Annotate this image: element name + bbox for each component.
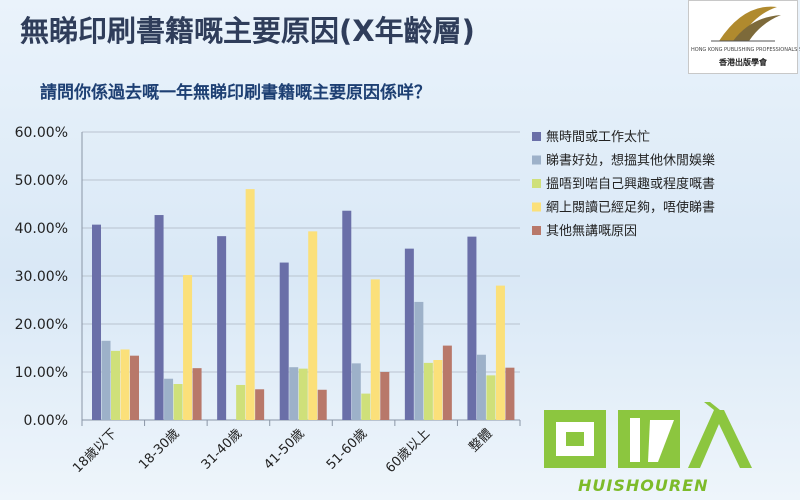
legend-swatch xyxy=(532,179,541,188)
legend-swatch xyxy=(532,226,541,235)
y-tick-label: 60.00% xyxy=(15,125,68,141)
x-tick-label: 41-50歲 xyxy=(261,426,308,473)
bar xyxy=(423,362,433,420)
legend: 無時間或工作太忙睇書好攰，想搵其他休閒娛樂搵唔到啱自己興趣或程度嘅書網上閱讀已經… xyxy=(532,130,715,239)
slide-title: 無睇印刷書籍嘅主要原因(X年齡層) xyxy=(20,14,475,48)
legend-label: 網上閱讀已經足夠，唔使睇書 xyxy=(546,200,715,216)
slide-subtitle: 請問你係過去嘅一年無睇印刷書籍嘅主要原因係咩？ xyxy=(40,83,431,103)
legend-label: 睇書好攰，想搵其他休閒娛樂 xyxy=(546,153,715,169)
bar xyxy=(404,248,414,420)
bar xyxy=(192,368,202,420)
bar xyxy=(120,349,130,420)
bar xyxy=(279,262,289,420)
bar xyxy=(92,224,101,420)
y-tick-label: 40.00% xyxy=(15,221,68,237)
bar xyxy=(308,231,318,420)
bar xyxy=(467,236,477,420)
bar xyxy=(289,367,299,420)
y-tick-label: 50.00% xyxy=(15,173,68,189)
legend-swatch xyxy=(532,155,541,165)
bar xyxy=(414,301,424,420)
x-tick-label: 51-60歲 xyxy=(324,426,371,473)
watermark-logo xyxy=(544,402,752,468)
bar xyxy=(317,389,327,420)
x-tick-label: 整體 xyxy=(467,426,496,455)
logo-chinese-name: 香港出版學會 xyxy=(719,58,767,67)
bar xyxy=(164,378,174,420)
bar xyxy=(154,215,164,420)
bar xyxy=(351,363,361,420)
x-tick-label: 60歲以上 xyxy=(383,426,433,476)
bar xyxy=(342,210,352,420)
bar xyxy=(101,340,111,420)
y-axis: 0.00% 10.00% 20.00% 30.00% 40.00% 50.00% 60.00… xyxy=(15,125,521,429)
bar xyxy=(236,384,246,420)
bar-series xyxy=(92,189,515,420)
bar xyxy=(505,367,515,420)
bar xyxy=(486,375,496,420)
bar xyxy=(476,354,486,420)
x-tick-label: 18歲以下 xyxy=(70,426,120,476)
y-tick-label: 30.00% xyxy=(15,269,68,285)
bar xyxy=(130,355,139,420)
legend-label: 搵唔到啱自己興趣或程度嘅書 xyxy=(546,176,715,192)
bar xyxy=(217,236,227,420)
bar xyxy=(255,389,265,420)
logo-english-name: HONG KONG PUBLISHING PROFESSIONALS SOCIE… xyxy=(691,47,800,53)
publisher-emblem-icon xyxy=(711,6,781,42)
y-tick-label: 0.00% xyxy=(24,413,68,429)
bar xyxy=(361,393,371,420)
bar xyxy=(433,360,443,420)
x-axis-labels: 18歲以下 18-30歲 31-40歲 41-50歲 51-60歲 60歲以上 整體 xyxy=(70,426,495,476)
bar xyxy=(495,285,505,420)
bar xyxy=(111,350,120,420)
legend-swatch xyxy=(532,202,541,212)
bar xyxy=(380,372,390,420)
legend-label: 無時間或工作太忙 xyxy=(546,130,650,145)
bar xyxy=(245,189,255,420)
legend-label: 其他無講嘅原因 xyxy=(546,223,637,239)
bar xyxy=(183,275,193,420)
x-tick-label: 18-30歲 xyxy=(136,426,183,473)
bar xyxy=(442,345,452,420)
y-tick-label: 20.00% xyxy=(15,317,68,333)
bar xyxy=(370,279,380,420)
bar xyxy=(298,368,308,420)
bar xyxy=(173,384,183,420)
x-tick-label: 31-40歲 xyxy=(199,426,246,473)
publisher-logo: HONG KONG PUBLISHING PROFESSIONALS SOCIE… xyxy=(688,0,800,74)
legend-swatch xyxy=(532,132,541,141)
watermark-text: HUISHOUREN xyxy=(578,476,709,495)
y-tick-label: 10.00% xyxy=(15,365,68,381)
